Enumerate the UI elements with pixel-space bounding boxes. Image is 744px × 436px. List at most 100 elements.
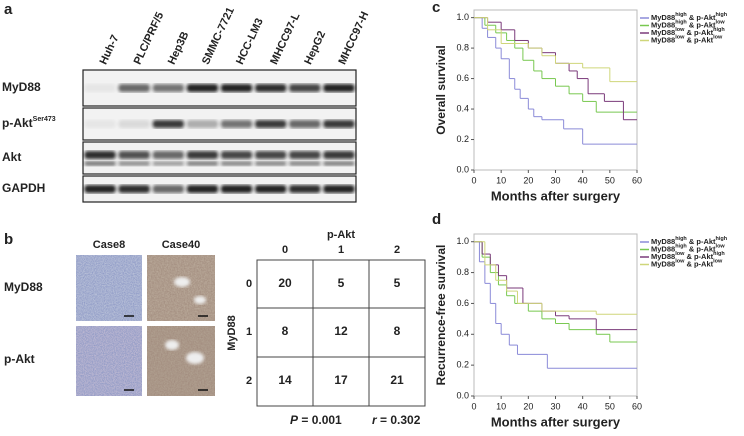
legend-text: MyD88 — [651, 35, 675, 44]
blot-band — [84, 120, 116, 128]
x-tick-label: 60 — [632, 175, 642, 185]
blot-band — [84, 84, 116, 92]
blot-band — [254, 120, 287, 128]
blot-band — [323, 151, 355, 159]
legend-entry: MyD88low & p-Akthigh — [651, 251, 725, 261]
legend-text: & p-Akt — [684, 28, 713, 37]
row-label-sup: Ser473 — [33, 116, 56, 123]
ihc-lumen — [165, 340, 179, 350]
x-tick-label: 10 — [496, 175, 506, 185]
legend-sup: low — [675, 27, 685, 33]
x-tick-label: 50 — [605, 175, 615, 185]
legend-text: & p-Akt — [684, 35, 713, 44]
lane-label: PLC/PRF/5 — [132, 10, 167, 66]
blot-band — [152, 161, 185, 166]
blot-band — [186, 161, 219, 166]
legend-sup: high — [716, 12, 728, 18]
blot-band — [323, 84, 355, 92]
legend-text: MyD88 — [651, 244, 675, 253]
blot-band — [289, 151, 321, 159]
y-tick-label: 0.0 — [456, 390, 469, 400]
y-tick-label: 0.6 — [456, 298, 469, 308]
table-border — [256, 259, 426, 407]
blot-band — [254, 84, 287, 92]
lane-label: HepG2 — [302, 29, 328, 66]
x-tick-label: 0 — [471, 175, 476, 185]
legend-sup: high — [716, 236, 728, 242]
legend-text: & p-Akt — [687, 244, 716, 253]
blot-band — [220, 84, 253, 92]
panel-label: b — [4, 231, 13, 248]
stat-value: = 0.302 — [377, 413, 421, 427]
blot-band — [323, 161, 355, 166]
col-header: 0 — [282, 244, 288, 256]
blot-band — [84, 161, 116, 166]
legend-text: & p-Akt — [687, 237, 716, 246]
legend-entry: MyD88low & p-Aktlow — [651, 35, 723, 45]
stats: P = 0.001 — [290, 413, 342, 427]
blot-band — [289, 120, 321, 128]
x-tick-label: 50 — [605, 401, 615, 411]
lane-label: MHCC97-H — [336, 10, 371, 67]
row-label: Akt — [2, 150, 21, 164]
y-tick-label: 0.2 — [456, 134, 469, 144]
blot-band — [323, 120, 355, 128]
plot-area — [473, 9, 638, 171]
legend-entry: MyD88low & p-Aktlow — [651, 259, 723, 269]
legend-entry: MyD88 high & p-Aktlow — [651, 244, 725, 254]
lane-label: MHCC97-L — [268, 11, 302, 67]
panel-label: d — [432, 211, 441, 228]
table-grid — [256, 259, 426, 407]
table-cell: 21 — [390, 373, 404, 387]
legend-sup: low — [713, 259, 723, 265]
legend-sup: low — [716, 244, 726, 250]
blot-band — [152, 120, 185, 128]
x-axis-label: Months after surgery — [491, 188, 621, 203]
legend-text: MyD88 — [651, 13, 675, 22]
row-label-text: p-Akt — [2, 116, 33, 130]
x-tick-label: 60 — [632, 401, 642, 411]
legend-entry: MyD88low & p-Akthigh — [651, 27, 725, 37]
col-header: 2 — [394, 244, 400, 256]
lane-label: Hep3B — [166, 30, 192, 67]
ihc-texture — [147, 326, 215, 396]
ihc-texture — [76, 255, 142, 321]
x-tick-label: 10 — [496, 401, 506, 411]
legend-text: & p-Akt — [684, 252, 713, 261]
legend-sup: low — [716, 20, 726, 26]
blot-band — [220, 120, 253, 128]
row-header: 0 — [246, 278, 252, 290]
stain-label: MyD88 — [4, 280, 43, 294]
blot-band — [254, 185, 287, 193]
legend-sup: high — [675, 20, 687, 26]
y-tick-label: 0.8 — [456, 267, 469, 277]
legend-sup: high — [713, 251, 725, 257]
x-tick-label: 20 — [523, 401, 533, 411]
legend-text: MyD88 — [651, 252, 675, 261]
legend-entry: MyD88high & p-Akthigh — [651, 12, 728, 22]
stat-value: = 0.001 — [298, 413, 342, 427]
ihc-lumen — [194, 296, 206, 304]
col-header: 1 — [338, 244, 344, 256]
table-cell: 20 — [278, 276, 292, 290]
legend-text: & p-Akt — [684, 259, 713, 268]
case-label: Case8 — [93, 239, 125, 251]
x-tick-label: 40 — [578, 175, 588, 185]
blot-band — [118, 185, 150, 193]
x-tick-label: 30 — [550, 175, 560, 185]
legend-sup: high — [713, 27, 725, 33]
legend-sup: high — [675, 12, 687, 18]
legend-text: MyD88 — [651, 237, 675, 246]
blot-band — [152, 151, 185, 159]
legend-sup: low — [675, 251, 685, 257]
legend-text: MyD88 — [651, 20, 675, 29]
blot-band — [186, 84, 219, 92]
blot-band — [289, 161, 321, 166]
legend-entry: MyD88high & p-Aktlow — [651, 20, 725, 30]
table-cell: 5 — [338, 276, 345, 290]
case-label: Case40 — [162, 239, 201, 251]
blot-band — [186, 151, 219, 159]
row-label-text: Akt — [2, 150, 21, 164]
y-tick-label: 0.2 — [456, 360, 469, 370]
